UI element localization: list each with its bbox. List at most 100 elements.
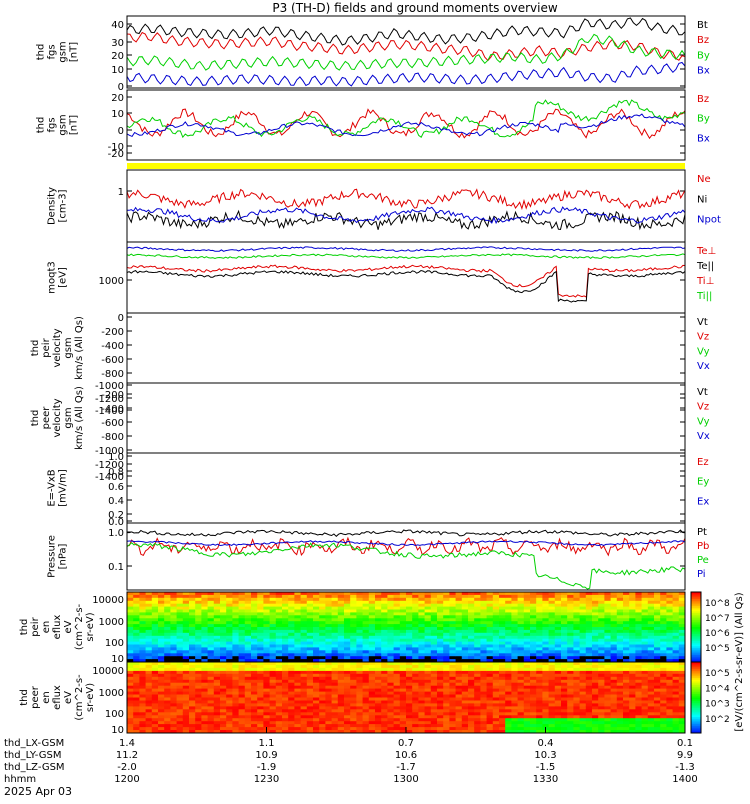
spec-cell xyxy=(294,641,302,645)
colorbar-tick: 10^5 xyxy=(705,669,730,679)
spec-cell xyxy=(387,703,395,707)
spec-cell xyxy=(604,724,612,728)
spec-cell xyxy=(499,635,506,640)
spec-cell xyxy=(641,612,649,616)
legend-pb: Pb xyxy=(697,541,709,552)
spec-cell xyxy=(350,688,357,693)
spec-cell xyxy=(325,670,333,675)
spec-cell xyxy=(251,615,258,619)
spec-cell xyxy=(412,724,419,728)
colorbar-cell xyxy=(691,653,701,656)
spec-cell xyxy=(598,641,605,645)
spec-cell xyxy=(610,659,618,663)
spec-cell xyxy=(542,706,550,710)
ylabel-line: thd xyxy=(30,410,41,427)
spec-cell xyxy=(331,615,339,619)
spec-cell xyxy=(443,662,450,666)
spec-cell xyxy=(213,632,221,637)
spec-cell xyxy=(399,715,407,719)
spec-cell xyxy=(443,644,450,648)
panel-ylabel: thdpeirenefluxeV(cm^2-s-sr-eV) xyxy=(19,603,96,650)
spec-cell xyxy=(505,691,512,696)
panel-peer-spec: thdpeerenefluxeV(cm^2-s-sr-eV)1000010001… xyxy=(19,661,686,736)
spec-cell xyxy=(499,721,506,725)
spec-cell xyxy=(678,612,686,616)
spec-cell xyxy=(666,724,674,728)
ytick-label: 10000 xyxy=(92,666,124,677)
spec-cell xyxy=(468,670,475,675)
spec-cell xyxy=(567,635,574,640)
spec-cell xyxy=(182,592,190,596)
spec-cell xyxy=(629,700,636,704)
spec-cell xyxy=(499,662,506,666)
spec-cell xyxy=(585,670,593,675)
spec-cell xyxy=(635,650,643,654)
spec-cell xyxy=(443,621,450,625)
spec-cell xyxy=(251,712,258,716)
spec-cell xyxy=(548,606,556,610)
spec-cell xyxy=(344,609,351,613)
spec-cell xyxy=(368,685,376,690)
spec-cell xyxy=(288,656,295,660)
spec-cell xyxy=(133,641,140,645)
spec-cell xyxy=(275,632,283,637)
spec-cell xyxy=(567,647,574,651)
spec-cell xyxy=(672,612,680,616)
xaxis-value: 1400 xyxy=(672,774,697,785)
spec-cell xyxy=(387,694,395,698)
spec-cell xyxy=(145,667,153,672)
spec-cell xyxy=(468,609,475,613)
spec-cell xyxy=(170,691,178,696)
spec-cell xyxy=(238,603,246,608)
spec-cell xyxy=(226,638,233,643)
spec-cell xyxy=(610,679,618,684)
spec-cell xyxy=(139,650,147,654)
spec-cell xyxy=(300,592,308,596)
spec-cell xyxy=(269,612,277,616)
spec-cell xyxy=(344,721,351,725)
spec-cell xyxy=(306,706,314,710)
spec-cell xyxy=(244,644,252,648)
spec-cell xyxy=(492,624,500,628)
spec-cell xyxy=(449,673,457,678)
spec-cell xyxy=(201,670,209,675)
spec-cell xyxy=(232,629,240,634)
spec-cell xyxy=(337,606,345,610)
spec-cell xyxy=(127,685,134,690)
spec-cell xyxy=(182,597,190,602)
spec-cell xyxy=(561,673,568,678)
spec-cell xyxy=(542,679,550,684)
spec-cell xyxy=(294,697,302,701)
spec-cell xyxy=(337,647,345,651)
spec-cell xyxy=(232,618,240,622)
spec-cell xyxy=(499,730,506,734)
spec-cell xyxy=(499,606,506,610)
spec-cell xyxy=(362,624,370,628)
spec-cell xyxy=(127,656,134,660)
spec-cell xyxy=(133,718,140,722)
legend-vy: Vy xyxy=(697,346,710,357)
spec-cell xyxy=(189,609,196,613)
spec-cell xyxy=(139,718,147,722)
spec-cell xyxy=(623,632,630,637)
colorbar-cell xyxy=(691,692,701,695)
spec-cell xyxy=(635,665,643,669)
spec-cell xyxy=(195,715,202,719)
spec-cell xyxy=(381,650,388,654)
spec-cell xyxy=(461,676,469,681)
spec-cell xyxy=(511,715,519,719)
spec-cell xyxy=(486,621,494,625)
spec-cell xyxy=(381,621,388,625)
spec-cell xyxy=(145,697,153,701)
spec-cell xyxy=(561,629,568,634)
spec-cell xyxy=(530,685,537,690)
spec-cell xyxy=(678,603,686,608)
spec-cell xyxy=(393,618,401,622)
spec-cell xyxy=(182,609,190,613)
spec-cell xyxy=(362,673,370,678)
spec-cell xyxy=(437,730,444,734)
spec-cell xyxy=(616,629,624,634)
spec-cell xyxy=(406,609,413,613)
spec-cell xyxy=(530,650,537,654)
spec-cell xyxy=(381,673,388,678)
